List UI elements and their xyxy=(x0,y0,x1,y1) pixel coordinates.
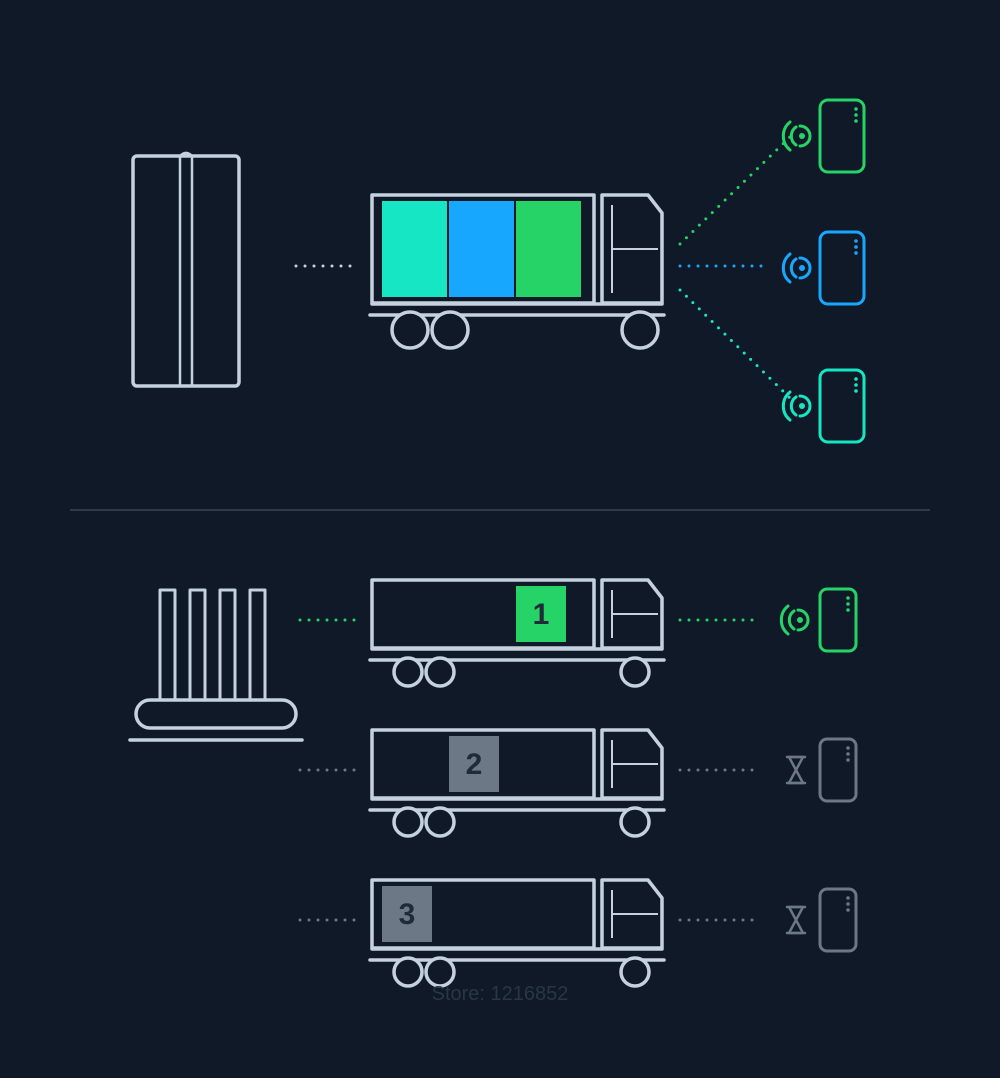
cargo-box-1 xyxy=(449,201,514,297)
cargo-label-row2: 3 xyxy=(399,898,416,931)
cargo-box-0 xyxy=(382,201,447,297)
watermark: Store: 1216852 xyxy=(432,983,569,1005)
cargo-label-row1: 2 xyxy=(466,748,483,781)
background xyxy=(0,0,1000,1078)
diagram-canvas: 1 2 3 Store: 1216852 xyxy=(0,0,1000,1078)
cargo-label-row0: 1 xyxy=(533,598,550,631)
cargo-box-2 xyxy=(516,201,581,297)
